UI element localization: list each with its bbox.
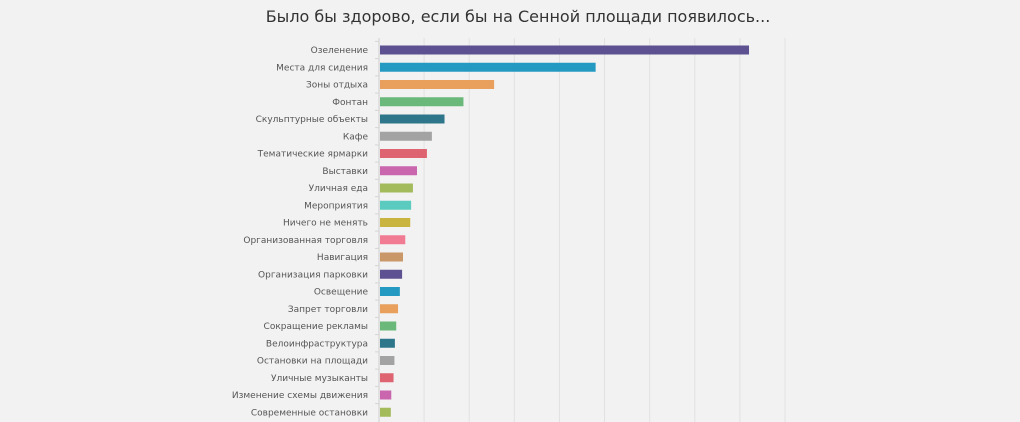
- bar[interactable]: [380, 149, 427, 158]
- bar[interactable]: [380, 218, 411, 227]
- category-label: Современные остановки: [251, 408, 368, 418]
- bar[interactable]: [380, 287, 400, 296]
- bars: [380, 45, 750, 417]
- category-label: Освещение: [314, 288, 369, 298]
- bar[interactable]: [380, 407, 391, 417]
- bar[interactable]: [380, 304, 399, 314]
- bar[interactable]: [380, 269, 403, 279]
- category-label: Скульптурные объекты: [256, 115, 368, 125]
- category-label: Ничего не менять: [283, 219, 368, 229]
- category-label: Изменение схемы движения: [232, 391, 368, 401]
- category-label: Остановки на площади: [257, 357, 368, 367]
- category-label: Организованная торговля: [243, 236, 368, 246]
- bar[interactable]: [380, 45, 750, 55]
- category-label: Озеленение: [311, 46, 369, 56]
- bar[interactable]: [380, 321, 397, 331]
- bar[interactable]: [380, 114, 445, 124]
- bar[interactable]: [380, 390, 392, 400]
- category-label: Организация парковки: [258, 270, 368, 280]
- bar[interactable]: [380, 183, 413, 193]
- category-label: Навигация: [317, 253, 368, 263]
- category-label: Зоны отдыха: [306, 81, 368, 91]
- category-label: Уличные музыканты: [271, 374, 368, 384]
- category-label: Мероприятия: [304, 201, 368, 211]
- category-label: Выставки: [322, 167, 368, 177]
- bar[interactable]: [380, 252, 404, 262]
- category-label: Кафе: [343, 132, 369, 142]
- category-label: Уличная еда: [309, 184, 368, 194]
- bar[interactable]: [380, 200, 412, 210]
- category-label: Места для сидения: [276, 63, 368, 73]
- category-label: Запрет торговли: [288, 305, 368, 315]
- bar[interactable]: [380, 338, 395, 348]
- bar[interactable]: [380, 356, 395, 365]
- category-labels: Озеленение Места для сидения Зоны отдыха Фо…: [232, 46, 369, 418]
- category-label: Сокращение рекламы: [264, 322, 368, 332]
- gridlines: [375, 38, 786, 422]
- bar[interactable]: [380, 166, 417, 176]
- chart-title: Было бы здорово, если бы на Сенной площа…: [266, 7, 771, 26]
- bar[interactable]: [380, 62, 596, 72]
- bar[interactable]: [380, 235, 406, 245]
- bar[interactable]: [380, 97, 464, 107]
- category-label: Тематические ярмарки: [257, 150, 368, 160]
- category-label: Велоинфраструктура: [266, 339, 368, 349]
- bar[interactable]: [380, 131, 432, 141]
- category-label: Фонтан: [332, 98, 368, 108]
- bar[interactable]: [380, 80, 495, 89]
- bar[interactable]: [380, 373, 394, 383]
